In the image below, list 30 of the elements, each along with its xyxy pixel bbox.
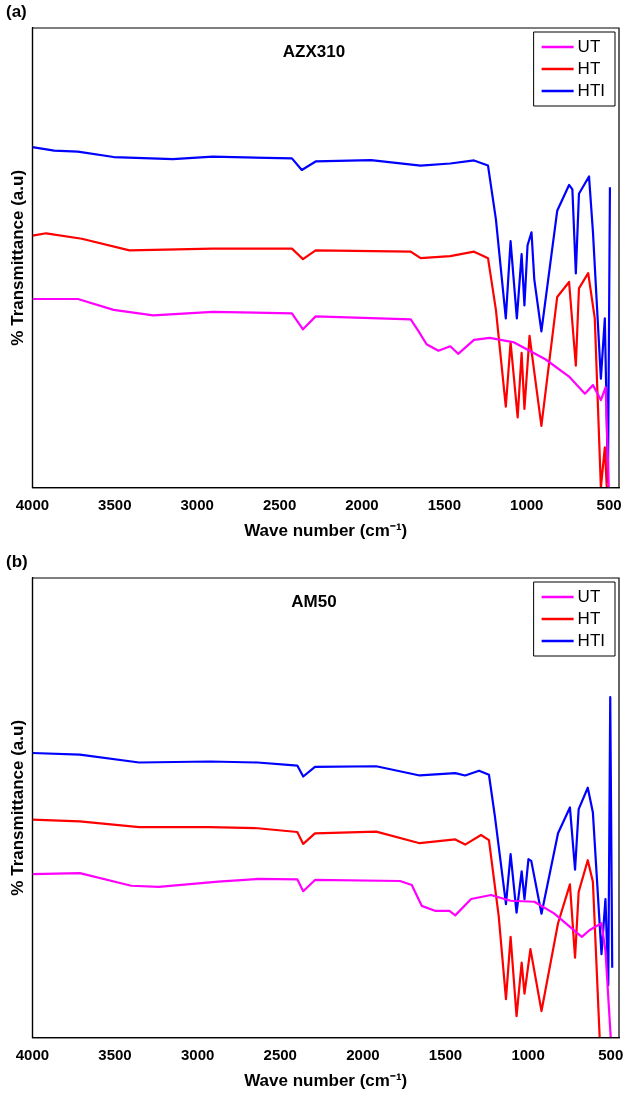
- x-tick-label: 1000: [510, 495, 544, 513]
- x-axis-title: Wave number (cm⁻¹): [244, 1071, 408, 1091]
- x-tick-label: 1500: [427, 495, 462, 513]
- chart-title: AZX310: [282, 42, 346, 62]
- x-tick-label: 500: [598, 1045, 624, 1063]
- x-tick-label: 2000: [346, 1045, 380, 1063]
- x-tick-label: 2500: [263, 1045, 297, 1063]
- x-tick-label: 1000: [511, 1045, 545, 1063]
- legend-label: HT: [577, 608, 601, 628]
- x-tick-label: 4000: [15, 1045, 50, 1063]
- x-tick-label: 2000: [345, 495, 379, 513]
- y-axis-title: % Transmittance (a.u): [7, 719, 27, 896]
- x-tick-label: 3000: [180, 495, 214, 513]
- legend-label: UT: [577, 36, 601, 56]
- text: (b): [6, 552, 28, 572]
- y-axis-title: % Transmittance (a.u): [7, 169, 27, 346]
- legend-label: HT: [577, 58, 601, 78]
- x-tick-label: 2500: [262, 495, 297, 513]
- x-axis-title: Wave number (cm⁻¹): [244, 521, 408, 541]
- chart-title: AM50: [291, 592, 337, 612]
- text: (a): [6, 2, 27, 22]
- x-tick-label: 500: [596, 495, 622, 513]
- legend-label: HTI: [577, 630, 606, 650]
- legend-label: HTI: [577, 80, 606, 100]
- x-tick-label: 3000: [180, 1045, 215, 1063]
- legend-label: UT: [577, 586, 601, 606]
- x-tick-label: 4000: [15, 495, 50, 513]
- x-tick-label: 3500: [98, 1045, 132, 1063]
- x-tick-label: 3500: [98, 495, 132, 513]
- x-tick-label: 1500: [428, 1045, 463, 1063]
